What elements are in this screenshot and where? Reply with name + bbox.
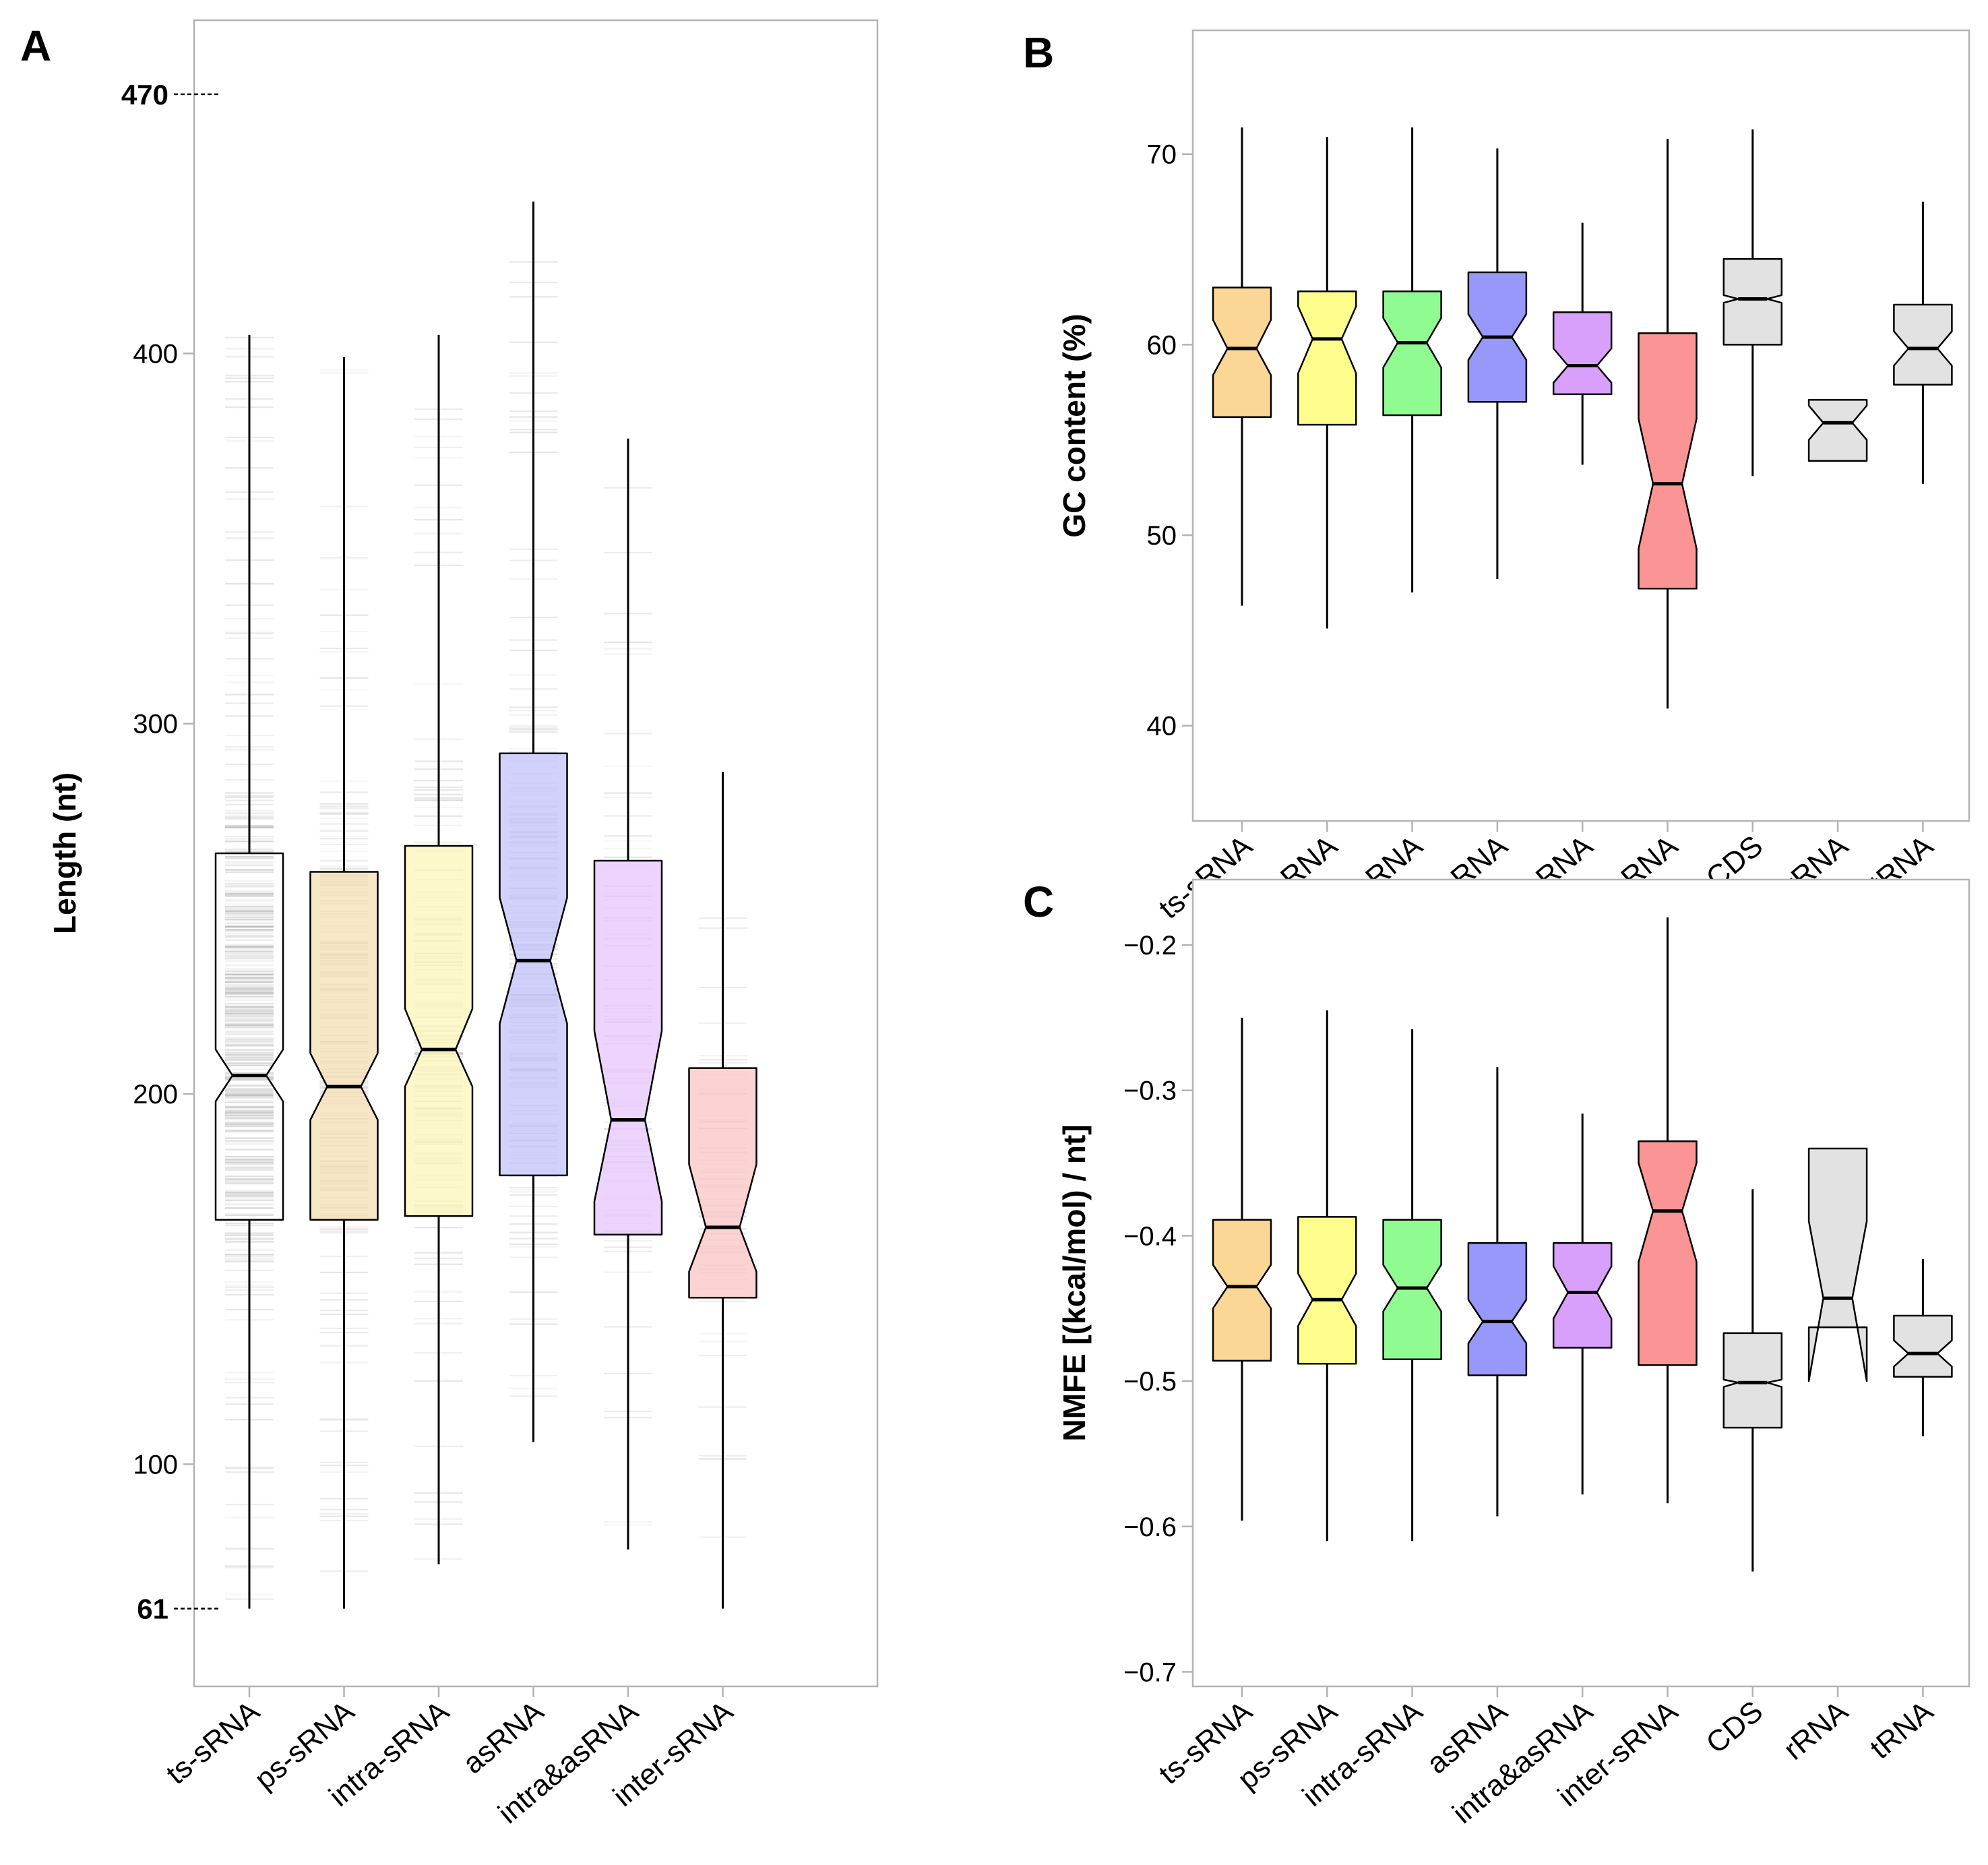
box-body xyxy=(688,1067,757,1299)
box-body xyxy=(404,845,474,1217)
panel-letter: B xyxy=(1023,28,1054,77)
box-ps-srna xyxy=(1297,137,1357,629)
box-ps-srna xyxy=(1297,1010,1357,1541)
y-tick-label: −0.3 xyxy=(1123,1076,1177,1106)
box-rrna xyxy=(1807,399,1868,462)
box-inter-srna xyxy=(688,772,757,1609)
y-tick-label: 40 xyxy=(1147,712,1177,741)
y-axis-title: GC content (%) xyxy=(1057,313,1092,537)
x-tick-label-ts-srna: ts-sRNA xyxy=(160,1694,266,1791)
box-inter-srna xyxy=(1638,917,1698,1504)
box-body xyxy=(1212,286,1272,419)
x-tick-label-cds: CDS xyxy=(1700,1694,1770,1760)
box-body xyxy=(1893,1314,1953,1378)
y-tick-label: 400 xyxy=(133,339,178,369)
box-intra-srna xyxy=(1382,1029,1442,1541)
y-tick-label: 50 xyxy=(1147,521,1177,551)
panel-letter: C xyxy=(1023,878,1054,926)
box-body xyxy=(499,752,568,1177)
y-tick-label: −0.5 xyxy=(1123,1367,1177,1397)
box-trna xyxy=(1893,202,1953,484)
y-tick-label: −0.7 xyxy=(1123,1657,1177,1687)
x-tick-label-trna: tRNA xyxy=(1864,1694,1940,1766)
panel-c: C −0.7 −0.6 −0.5 −0.4 −0.3 −0.2 NMFE [(kcal/mol… xyxy=(1023,878,1970,1830)
box-body xyxy=(1807,399,1868,462)
box-asrna xyxy=(499,202,568,1442)
box-body xyxy=(1552,1242,1613,1349)
box-intra-and-asrna xyxy=(1552,1113,1613,1495)
special-tick-label: 61 xyxy=(137,1593,168,1625)
box-rrna xyxy=(1807,1147,1868,1382)
y-tick-label: 200 xyxy=(133,1080,178,1109)
box-body xyxy=(593,859,663,1236)
y-axis-title: NMFE [(kcal/mol) / nt] xyxy=(1057,1124,1092,1441)
box-asrna xyxy=(1467,148,1528,580)
y-tick-label: 100 xyxy=(133,1450,178,1479)
box-body xyxy=(1552,311,1613,396)
box-intra-and-asrna xyxy=(593,438,663,1550)
box-intra-srna xyxy=(1382,127,1442,592)
box-asrna xyxy=(1467,1067,1528,1517)
y-tick-label: −0.2 xyxy=(1123,931,1177,960)
box-body xyxy=(1722,257,1783,346)
y-axis-title: Length (nt) xyxy=(47,772,82,934)
panel-letter: A xyxy=(20,22,51,70)
box-intra-srna xyxy=(404,334,474,1564)
y-tick-label: −0.6 xyxy=(1123,1512,1177,1542)
box-body xyxy=(1212,1219,1272,1362)
box-trna xyxy=(1893,1258,1953,1437)
box-intra-and-asrna xyxy=(1552,222,1613,465)
box-ts-srna xyxy=(1212,127,1272,606)
box-ts-srna xyxy=(214,334,284,1609)
y-tick-label: 70 xyxy=(1147,140,1177,170)
box-ts-srna xyxy=(1212,1017,1272,1521)
box-body xyxy=(1638,1140,1698,1366)
y-tick-label: 60 xyxy=(1147,330,1177,360)
box-ps-srna xyxy=(309,357,379,1609)
special-tick-label: 470 xyxy=(121,79,168,111)
box-cds xyxy=(1722,1189,1783,1572)
box-body xyxy=(1638,332,1698,590)
y-tick-label: 300 xyxy=(133,710,178,739)
box-body xyxy=(1807,1147,1868,1382)
box-body xyxy=(1297,1216,1357,1365)
box-inter-srna xyxy=(1638,139,1698,709)
box-body xyxy=(1722,1332,1783,1429)
box-body xyxy=(1893,303,1953,386)
y-tick-label: −0.4 xyxy=(1123,1221,1177,1251)
box-body xyxy=(309,871,379,1221)
box-cds xyxy=(1722,129,1783,477)
box-body xyxy=(214,852,284,1221)
x-tick-label-rrna: rRNA xyxy=(1778,1694,1855,1767)
box-body xyxy=(1382,290,1442,417)
box-body xyxy=(1467,1242,1528,1376)
box-body xyxy=(1297,290,1357,426)
